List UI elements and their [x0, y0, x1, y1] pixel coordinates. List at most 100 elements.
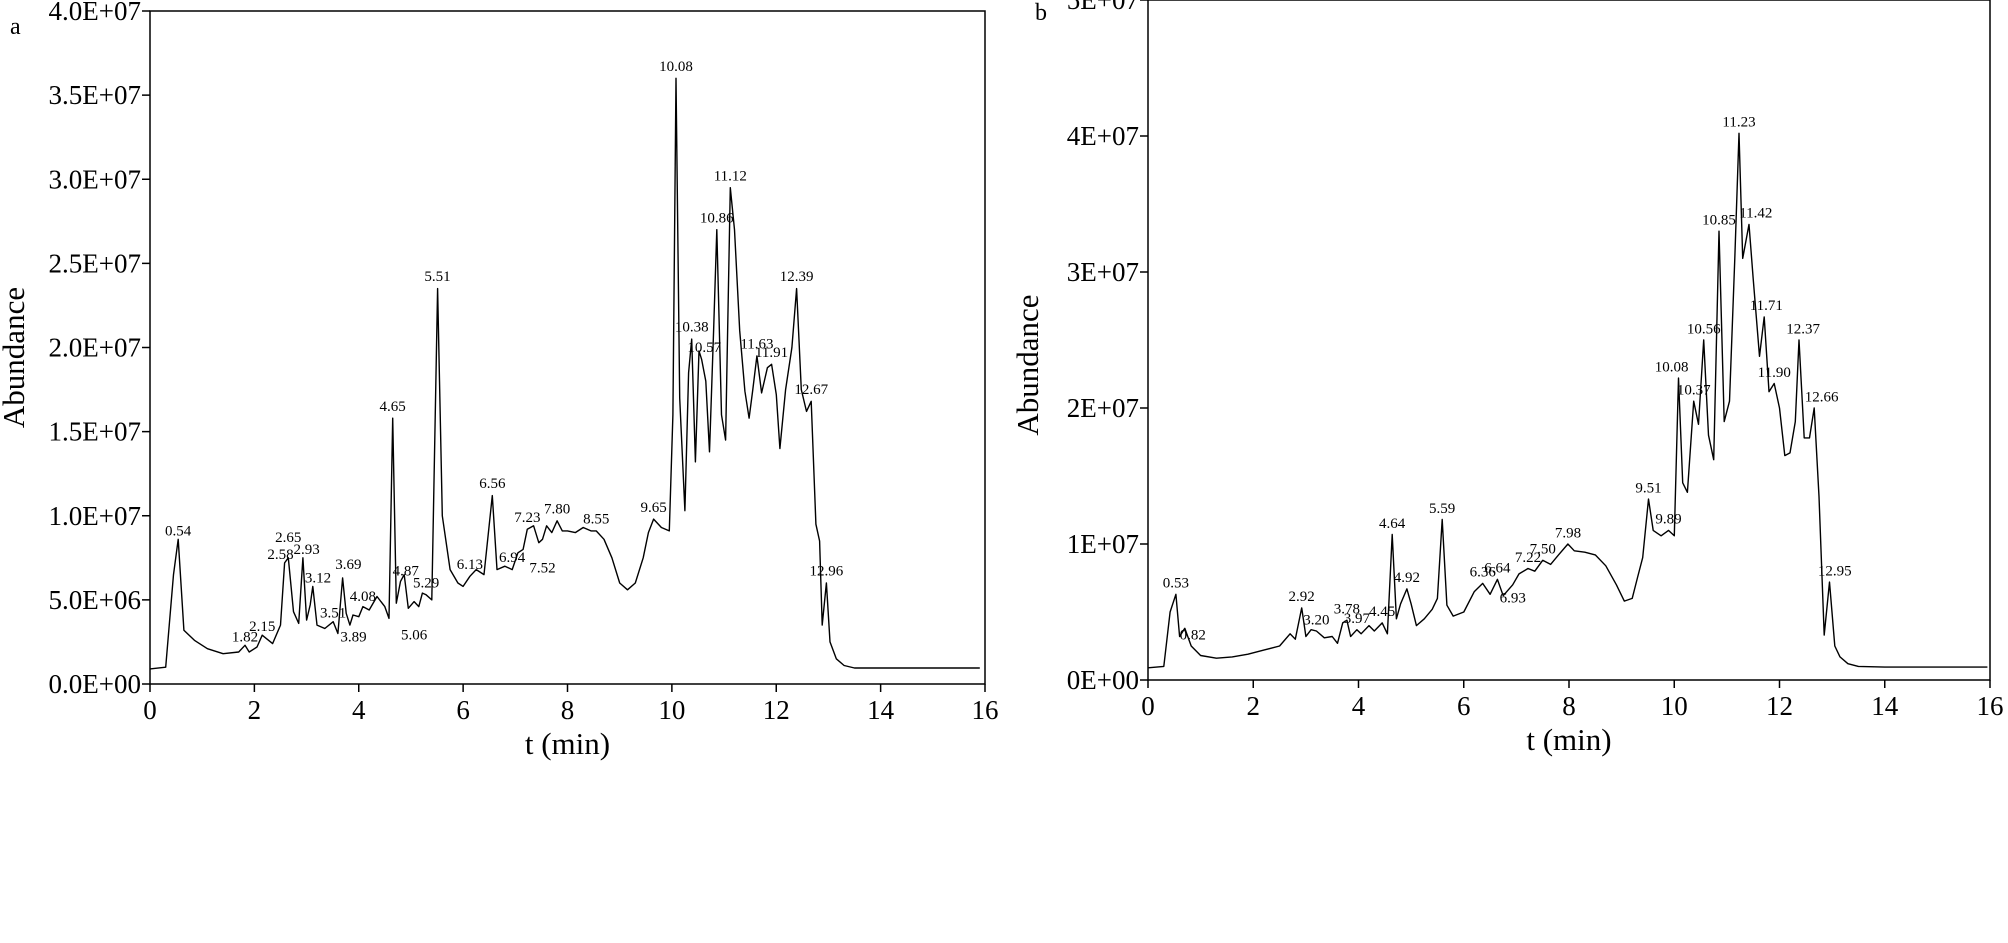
peak-label: 11.91 [755, 345, 788, 361]
peak-label: 12.37 [1786, 321, 1820, 337]
peak-label: 4.64 [1379, 516, 1406, 532]
peak-label: 5.59 [1429, 501, 1455, 517]
peak-label: 5.29 [413, 575, 439, 591]
peak-label: 2.58 [267, 547, 293, 563]
peak-label: 2.92 [1289, 589, 1315, 605]
y-tick-label: 1.0E+07 [49, 501, 141, 531]
peak-label: 10.85 [1702, 212, 1736, 228]
peak-label: 3.78 [1334, 601, 1360, 617]
peak-label: 10.37 [1677, 382, 1711, 398]
chromatogram-line [1147, 132, 1988, 669]
y-tick-label: 3E+07 [1067, 257, 1139, 287]
x-tick-label: 10 [658, 695, 685, 725]
x-tick-label: 4 [352, 695, 366, 725]
peak-label: 6.56 [479, 476, 506, 492]
x-axis-title: t (min) [1526, 722, 1611, 757]
x-tick-label: 6 [456, 695, 470, 725]
x-tick-label: 14 [1871, 691, 1899, 721]
peak-label: 7.52 [529, 560, 555, 576]
peak-label: 7.98 [1555, 525, 1581, 541]
peak-label: 8.55 [583, 512, 609, 528]
y-tick-label: 2.0E+07 [49, 333, 141, 363]
peak-label: 3.51 [320, 606, 346, 622]
peak-label: 0.54 [165, 523, 192, 539]
y-tick-label: 5E+07 [1067, 0, 1139, 15]
peak-label: 12.66 [1805, 389, 1839, 405]
peak-label: 10.08 [1655, 359, 1689, 375]
x-tick-label: 4 [1352, 691, 1366, 721]
peak-label: 5.51 [424, 269, 450, 285]
peak-label: 11.23 [1722, 115, 1755, 131]
peak-label: 12.39 [780, 269, 814, 285]
x-tick-label: 0 [143, 695, 157, 725]
y-axis-title: Abundance [0, 287, 31, 428]
peak-label: 3.20 [1303, 612, 1329, 628]
y-tick-label: 0E+00 [1067, 665, 1139, 695]
peak-label: 11.71 [1750, 298, 1783, 314]
peak-label: 11.12 [714, 168, 747, 184]
peak-label: 5.06 [401, 628, 428, 644]
peak-label: 4.65 [380, 399, 406, 415]
x-tick-label: 12 [1766, 691, 1793, 721]
peak-label: 7.80 [544, 501, 570, 517]
y-tick-label: 4E+07 [1067, 121, 1139, 151]
peak-label: 6.36 [1470, 565, 1497, 581]
peak-label: 10.86 [700, 210, 734, 226]
peak-label: 7.22 [1515, 550, 1541, 566]
peak-label: 9.65 [640, 500, 666, 516]
peak-label: 0.82 [1180, 627, 1206, 643]
x-axis-title: t (min) [525, 726, 610, 761]
peak-label: 10.08 [659, 59, 693, 75]
peak-label: 3.12 [305, 570, 331, 586]
peak-label: 4.87 [393, 564, 420, 580]
x-tick-label: 16 [1977, 691, 2004, 721]
y-tick-label: 1E+07 [1067, 529, 1139, 559]
y-tick-label: 1.5E+07 [49, 417, 141, 447]
chart-panel-b: b 0 2 4 6 8 10 12 14 16 0E+00 1E+07 2E+07 3E+07 4E+07 5… [1010, 0, 2004, 757]
peak-label: 3.89 [340, 629, 366, 645]
peak-label: 2.15 [249, 619, 275, 635]
peak-label: 6.13 [457, 557, 483, 573]
chromatogram-line [149, 77, 980, 670]
peak-label: 11.42 [1739, 206, 1772, 222]
peak-label: 10.57 [687, 340, 721, 356]
peak-label: 9.51 [1635, 480, 1661, 496]
x-tick-label: 10 [1661, 691, 1688, 721]
chart-panel-a: a 0 2 4 6 8 10 12 14 16 0.0E+00 5.0E+06 1.0E+07 1.5E+… [0, 0, 999, 761]
peak-label: 7.50 [1530, 542, 1556, 558]
x-tick-label: 2 [248, 695, 262, 725]
peak-label: 4.45 [1369, 604, 1395, 620]
plot-frame [149, 10, 986, 685]
peak-label: 9.89 [1655, 512, 1681, 528]
panel-letter: a [10, 14, 21, 40]
panel-letter: b [1035, 0, 1047, 26]
y-tick-label: 2E+07 [1067, 393, 1139, 423]
peak-label: 7.23 [514, 510, 540, 526]
peak-label: 12.96 [809, 564, 843, 580]
y-tick-label: 2.5E+07 [49, 248, 141, 278]
x-tick-label: 8 [1562, 691, 1576, 721]
peak-label: 6.64 [1484, 561, 1511, 577]
peak-label: 12.95 [1818, 563, 1852, 579]
peak-label: 10.56 [1687, 321, 1721, 337]
x-tick-label: 12 [763, 695, 790, 725]
x-tick-label: 14 [867, 695, 895, 725]
peak-label: 4.92 [1394, 570, 1420, 586]
y-tick-label: 5.0E+06 [49, 585, 141, 615]
y-tick-label: 3.5E+07 [49, 80, 141, 110]
peak-label: 6.94 [499, 550, 526, 566]
peak-label: 4.08 [350, 589, 376, 605]
peak-label: 11.90 [1758, 365, 1791, 381]
plot-frame [1147, 0, 1991, 681]
x-tick-label: 2 [1247, 691, 1261, 721]
peak-label: 2.93 [293, 542, 319, 558]
peak-label: 11.63 [740, 337, 773, 353]
x-tick-label: 0 [1141, 691, 1155, 721]
x-tick-label: 6 [1457, 691, 1471, 721]
peak-label: 6.93 [1500, 591, 1526, 607]
peak-label: 2.65 [275, 530, 301, 546]
peak-label: 12.67 [794, 382, 828, 398]
peak-label: 10.38 [675, 320, 709, 336]
x-tick-label: 8 [561, 695, 575, 725]
